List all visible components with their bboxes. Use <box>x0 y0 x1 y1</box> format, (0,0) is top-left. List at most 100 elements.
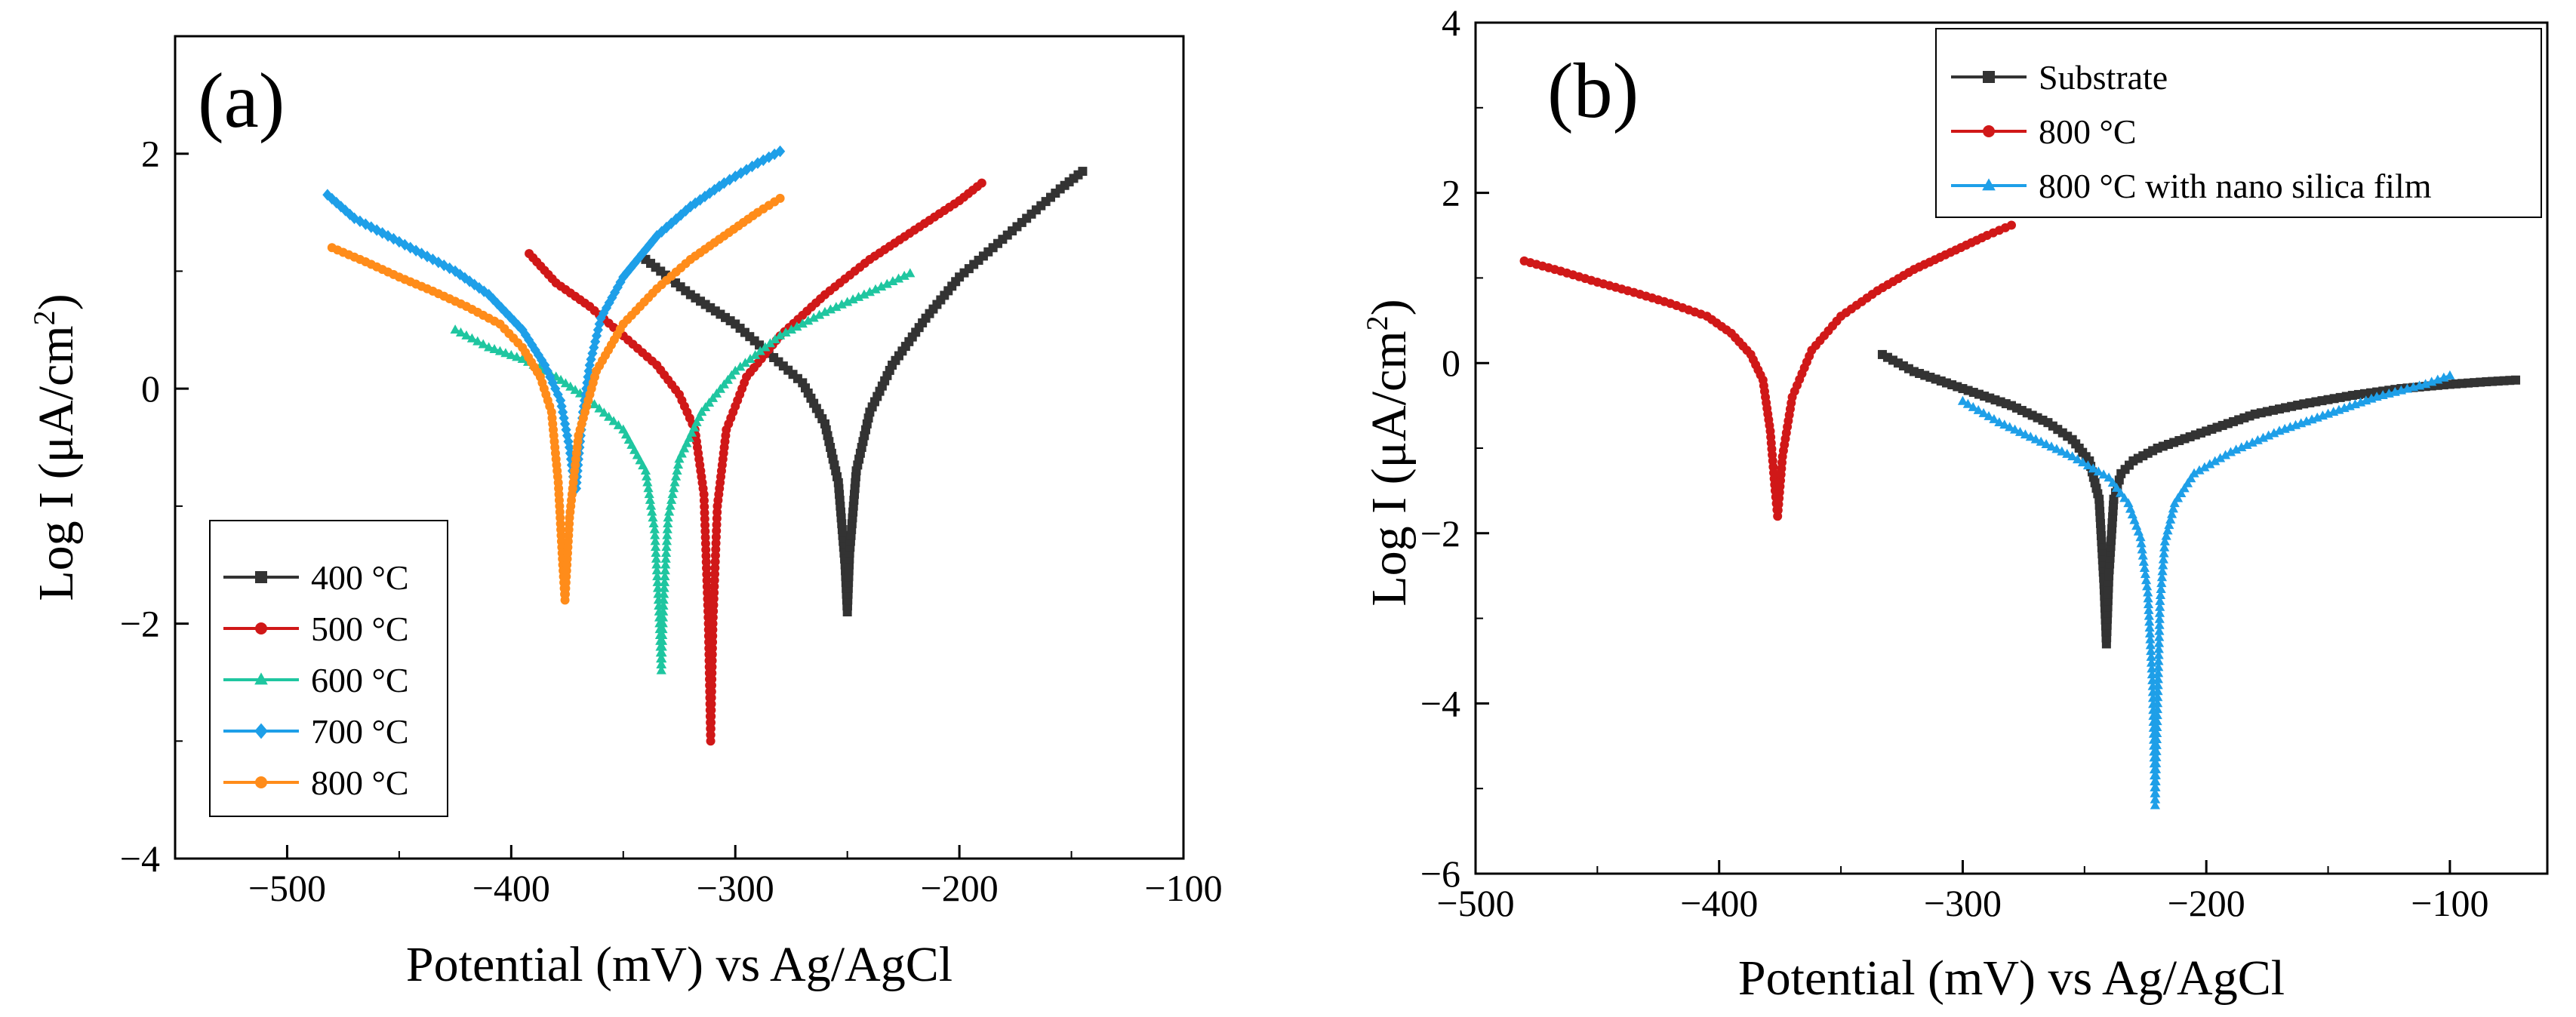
panel-a-legend-label-700-c: 700 °C <box>311 712 409 751</box>
panel-b-data-point <box>2077 457 2088 467</box>
panel-a-x-tick-label: −100 <box>1144 867 1222 909</box>
panel-a-data-point <box>460 272 470 284</box>
panel-b-data-point <box>2152 716 2162 726</box>
panel-b-data-point <box>2189 468 2199 478</box>
panel-a-data-point <box>547 376 558 389</box>
panel-a-legend-marker-700-c <box>254 723 268 739</box>
panel-b-data-point <box>2166 508 2177 518</box>
panel-a-data-point <box>676 209 686 221</box>
panel-a-data-point <box>735 361 746 371</box>
panel-b-data-point <box>2153 656 2164 665</box>
panel-a-data-point <box>657 653 667 663</box>
panel-a-data-point <box>657 612 669 622</box>
panel-a-data-point <box>450 265 460 278</box>
panel-a-data-point <box>694 194 706 206</box>
panel-b-legend-marker-800-c-with-nano-silica-film <box>1982 178 1996 191</box>
panel-a-data-point <box>327 192 337 205</box>
panel-a-data-point <box>377 227 388 239</box>
panel-b-data-point <box>2158 554 2168 564</box>
panel-a-data-point <box>545 370 556 383</box>
panel-a-data-point <box>650 530 660 539</box>
panel-b-data-point <box>2057 446 2067 456</box>
panel-a-data-point <box>797 318 808 328</box>
panel-a-data-point <box>661 536 672 545</box>
panel-a-data-point <box>711 388 722 398</box>
panel-b-data-point <box>2182 478 2193 487</box>
panel-a-data-point <box>601 302 612 314</box>
panel-a-data-point <box>344 208 355 220</box>
panel-a-x-tick-label: −200 <box>921 867 999 909</box>
panel-b-data-point <box>2172 493 2184 502</box>
panel-a-data-point <box>647 506 657 516</box>
panel-b-data-point <box>2146 646 2156 656</box>
panel-b-data-point <box>2156 572 2168 582</box>
panel-a-y-tick-label: −4 <box>120 837 160 880</box>
panel-a-data-point <box>651 565 662 575</box>
panel-b-data-point <box>2150 794 2161 803</box>
panel-a-series-line-400-c <box>645 170 1084 613</box>
panel-a-x-tick-label: −300 <box>697 867 774 909</box>
panel-a-data-point <box>383 229 393 242</box>
panel-a-data-point <box>820 306 830 316</box>
panel-b-data-point <box>1962 398 1973 408</box>
panel-b-data-point <box>2231 444 2242 454</box>
panel-a-data-point <box>322 189 333 201</box>
panel-b-legend-box <box>1935 28 2542 218</box>
panel-a-data-point <box>565 381 576 391</box>
panel-b-data-point <box>2046 441 2057 451</box>
panel-b-data-point <box>2155 595 2165 605</box>
panel-b-data-point <box>2269 428 2279 438</box>
panel-b-data-point <box>2151 751 2162 761</box>
panel-b-data-point <box>2151 733 2162 743</box>
panel-b-data-point <box>2119 493 2130 502</box>
panel-a-y-axis-title-sup: 2 <box>27 310 61 325</box>
panel-b-data-point <box>2242 440 2252 450</box>
panel-b-data-point <box>2098 469 2109 479</box>
panel-a-data-point <box>663 518 673 528</box>
panel-a-data-point <box>556 394 566 407</box>
panel-b-chart: −500 −400 −300 −200 −100 −6 −4 −2 0 2 4 (b) Potent… <box>1360 2 2549 1006</box>
panel-a-data-point <box>1078 167 1088 177</box>
panel-a-data-point <box>682 438 692 447</box>
panel-b-legend: Substrate 800 °C 800 °C with nano silica f… <box>1935 28 2542 218</box>
panel-a-data-point <box>704 187 715 199</box>
panel-a-data-point <box>736 167 746 180</box>
panel-b-data-point <box>1957 395 1968 405</box>
panel-b-data-point <box>2153 686 2163 696</box>
panel-a-data-point <box>792 321 802 331</box>
panel-a-data-point <box>500 306 511 318</box>
panel-b-data-point <box>2144 610 2154 620</box>
panel-a-data-point <box>661 547 672 557</box>
panel-a-data-point <box>780 327 791 336</box>
panel-a-data-point <box>642 477 653 487</box>
panel-b-label: (b) <box>1547 48 1639 134</box>
panel-b-y-axis-title: Log I (μA/cm2) <box>1360 299 1417 606</box>
panel-b-data-point <box>2153 668 2164 677</box>
panel-a-data-point <box>651 559 662 569</box>
panel-a-data-point <box>433 256 444 269</box>
panel-a-data-point <box>478 339 488 349</box>
panel-a-data-point <box>686 427 697 437</box>
panel-a-data-point <box>859 289 869 299</box>
panel-a-data-point <box>648 518 659 528</box>
panel-b-legend-label-800-c: 800 °C <box>2039 112 2137 151</box>
panel-a-y-tick-label: 2 <box>141 133 160 175</box>
panel-b-data-point <box>2153 674 2163 684</box>
panel-b-data-point <box>2150 776 2161 785</box>
panel-a-data-point <box>517 354 528 364</box>
panel-a-legend-marker-600-c <box>254 672 268 685</box>
panel-a-data-point <box>707 392 719 402</box>
panel-a-legend-label-800-c: 800 °C <box>311 764 409 802</box>
panel-b-data-point <box>2154 631 2165 641</box>
panel-a-data-point <box>599 407 609 417</box>
panel-a-data-point <box>836 299 847 309</box>
panel-a-data-point <box>512 352 522 361</box>
panel-b-data-point <box>2067 451 2078 461</box>
panel-a-data-point <box>661 542 672 552</box>
panel-b-data-point <box>2511 375 2521 385</box>
panel-b-data-point <box>2169 498 2180 508</box>
panel-a-data-point <box>612 281 623 293</box>
panel-a-data-point <box>888 276 898 286</box>
panel-a-data-point <box>765 338 776 348</box>
panel-b-data-point <box>2153 644 2164 653</box>
